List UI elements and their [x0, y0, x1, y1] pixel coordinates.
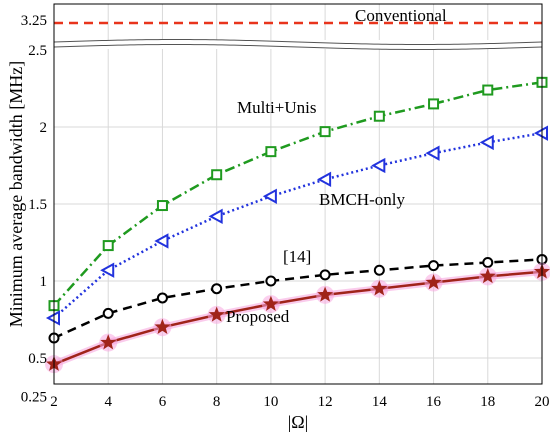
data-point: [482, 84, 494, 96]
series-bmch-only: [45, 125, 548, 326]
y-tick-label: 1: [40, 274, 48, 290]
x-tick-label: 4: [104, 394, 112, 410]
data-point: [208, 306, 225, 322]
data-point: [262, 295, 279, 311]
data-point: [211, 169, 223, 181]
data-point: [317, 286, 334, 302]
data-point: [208, 208, 223, 225]
data-point: [428, 98, 440, 110]
data-point: [156, 292, 168, 304]
data-point: [154, 318, 171, 335]
data-point: [262, 188, 277, 204]
axis-break-line: [53, 39, 543, 45]
data-point: [265, 275, 277, 287]
data-point: [371, 280, 388, 296]
axis-break-line: [53, 44, 543, 50]
tick-labels: 2 4 6 8 10 12 14 16 18 20 0.25 0.5 1 1.5 2 2.5 3.25: [21, 13, 550, 410]
annotation-proposed: Proposed: [226, 307, 290, 326]
series-layer: [45, 21, 550, 374]
data-point: [482, 257, 494, 269]
x-tick-label: 18: [480, 394, 495, 410]
x-tick-label: 6: [159, 394, 167, 410]
data-point: [154, 233, 169, 249]
plot-frame: [53, 3, 543, 385]
data-point: [100, 334, 117, 350]
data-point: [211, 283, 223, 295]
data-point: [319, 126, 331, 138]
data-point: [373, 110, 385, 122]
y-tick-label: 0.25: [21, 390, 47, 406]
grid: [53, 4, 543, 384]
series-glow: [52, 268, 543, 368]
x-tick-label: 12: [318, 394, 333, 410]
data-point: [265, 146, 277, 158]
x-tick-label: 8: [213, 394, 221, 410]
data-point: [425, 145, 440, 161]
data-point: [102, 307, 114, 319]
data-point: [319, 269, 331, 281]
data-point: [102, 240, 114, 252]
data-point: [428, 260, 440, 272]
data-point: [479, 267, 496, 284]
y-tick-label: 2.5: [28, 43, 47, 59]
annotation-ref14: [14]: [283, 247, 311, 266]
y-tick-label: 2: [40, 120, 48, 136]
data-point: [317, 171, 332, 188]
x-tick-label: 2: [50, 394, 58, 410]
x-axis-title: |Ω|: [288, 412, 309, 432]
annotation-multi-unis: Multi+Unis: [237, 98, 317, 117]
series-line: [53, 81, 543, 307]
y-tick-label: 0.5: [28, 351, 47, 367]
data-point: [100, 262, 115, 278]
annotation-conventional: Conventional: [355, 6, 447, 25]
series-line: [53, 131, 543, 319]
data-point: [371, 157, 386, 174]
x-tick-label: 10: [263, 394, 278, 410]
data-point: [425, 274, 442, 290]
series-proposed: [45, 262, 550, 374]
y-tick-label: 1.5: [28, 197, 47, 213]
data-point: [479, 134, 494, 151]
x-tick-label: 16: [426, 394, 442, 410]
data-point: [156, 200, 168, 212]
axis-break: [53, 39, 543, 50]
series-line: [53, 270, 543, 366]
annotation-bmch-only: BMCH-only: [319, 190, 405, 209]
data-point: [373, 264, 385, 276]
x-tick-label: 20: [535, 394, 550, 410]
y-tick-label: 3.25: [21, 13, 47, 29]
x-tick-label: 14: [372, 394, 388, 410]
y-axis-title: Minimum average bandwidth [MHz]: [6, 61, 26, 327]
axis-break-band: [54, 40, 542, 49]
